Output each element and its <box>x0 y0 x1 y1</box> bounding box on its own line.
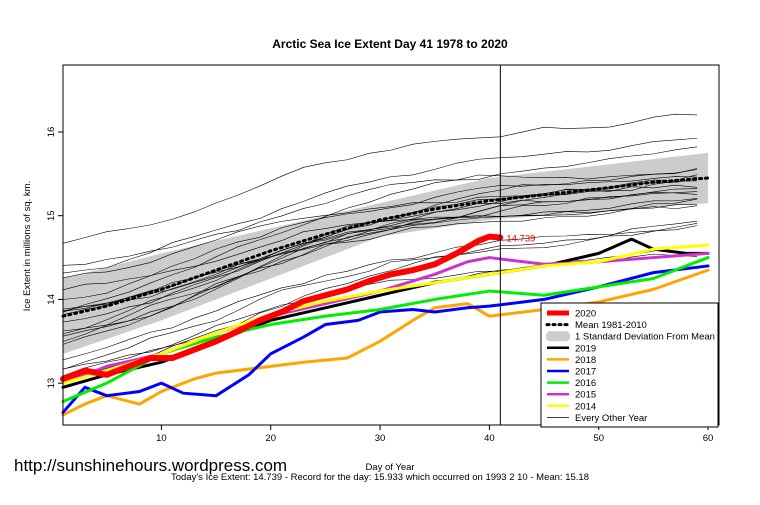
legend-label: Every Other Year <box>575 413 647 424</box>
y-axis-label: Ice Extent in millions of sq. km. <box>22 181 33 311</box>
legend-label: 1 Standard Deviation From Mean <box>575 332 715 343</box>
series-line-2020 <box>60 233 504 382</box>
other-year-line <box>62 169 698 266</box>
legend-label: 2019 <box>575 343 596 354</box>
legend-label: 2016 <box>575 378 596 389</box>
series-lines <box>60 233 710 417</box>
x-tick-label: 20 <box>265 433 276 444</box>
other-year-line <box>62 113 698 244</box>
x-tick-label: 30 <box>375 433 386 444</box>
series-line-2017 <box>61 264 710 414</box>
x-axis-label: Day of Year <box>365 462 414 473</box>
other-year-line <box>62 204 698 345</box>
y-tick-label: 13 <box>46 378 57 389</box>
plot-frame <box>62 64 720 426</box>
watermark-url: http://sunshinehours.wordpress.com <box>14 456 288 475</box>
other-year-line <box>62 188 698 323</box>
x-tick-label: 50 <box>593 433 604 444</box>
footer-summary: Today's Ice Extent: 14.739 - Record for … <box>171 472 589 483</box>
legend-label: 2018 <box>575 355 596 366</box>
other-year-line <box>62 205 698 312</box>
other-year-line <box>62 137 698 274</box>
legend-swatch <box>546 331 570 342</box>
legend-label: 2014 <box>575 401 596 412</box>
other-year-line <box>62 220 698 380</box>
other-year-line <box>62 244 698 370</box>
legend-label: 2020 <box>575 309 596 320</box>
mean-line <box>61 176 710 318</box>
x-tick-label: 60 <box>703 433 714 444</box>
mean-1981-2010-line <box>61 176 710 318</box>
y-tick-label: 16 <box>46 127 57 138</box>
other-year-line <box>62 192 698 315</box>
legend-label: 2015 <box>575 390 596 401</box>
other-year-line <box>62 222 698 370</box>
legend-label: 2017 <box>575 367 596 378</box>
current-value-label: 14.739 <box>506 234 535 245</box>
other-year-line <box>62 225 698 361</box>
x-tick-label: 10 <box>156 433 167 444</box>
legend-box <box>540 302 719 428</box>
axes: 10 20 30 40 50 60 13 14 15 16 <box>46 64 720 444</box>
x-tick-label: 40 <box>484 433 495 444</box>
y-tick-label: 15 <box>46 210 57 221</box>
other-year-line <box>62 146 698 313</box>
legend-label: Mean 1981-2010 <box>575 320 647 331</box>
other-year-line <box>62 176 698 300</box>
series-line-2014 <box>61 243 710 385</box>
chart-title: Arctic Sea Ice Extent Day 41 1978 to 202… <box>272 37 508 51</box>
y-tick-label: 14 <box>46 294 57 305</box>
std-dev-band-area <box>63 152 709 354</box>
std-dev-band <box>63 152 709 354</box>
